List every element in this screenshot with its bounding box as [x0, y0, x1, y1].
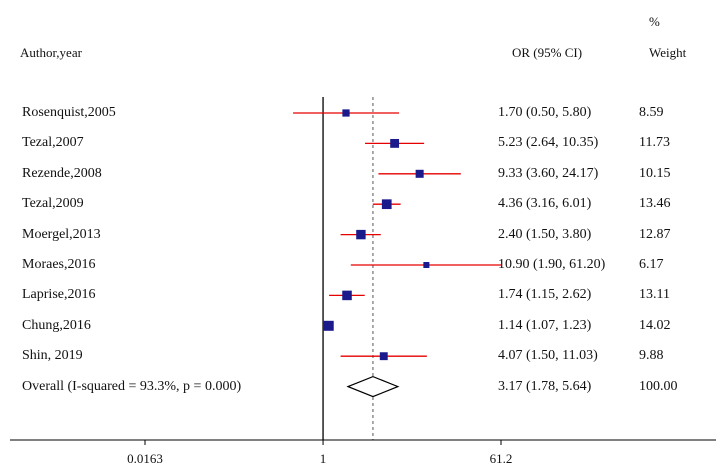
- study-or-ci: 1.70 (0.50, 5.80): [498, 105, 592, 120]
- study-weight: 9.88: [639, 348, 664, 364]
- study-weight: 13.11: [639, 287, 670, 303]
- effect-marker: [381, 199, 392, 210]
- study-label: Tezal,2007: [22, 135, 84, 151]
- x-tick-label: 61.2: [489, 451, 513, 466]
- effect-marker: [323, 320, 334, 331]
- study-or-ci: 10.90 (1.90, 61.20): [498, 257, 606, 272]
- study-or-ci: 5.23 (2.64, 10.35): [498, 135, 599, 151]
- study-label: Moergel,2013: [22, 226, 101, 242]
- study-weight: 12.87: [639, 226, 671, 242]
- study-or-ci: 2.40 (1.50, 3.80): [498, 226, 592, 242]
- overall-weight: 100.00: [639, 378, 678, 394]
- study-weight: 13.46: [639, 196, 671, 212]
- study-label: Moraes,2016: [22, 257, 96, 272]
- study-weight: 10.15: [639, 165, 671, 181]
- effect-marker: [390, 138, 400, 148]
- effect-marker: [415, 169, 424, 178]
- study-label: Shin, 2019: [22, 348, 83, 364]
- study-label: Rezende,2008: [22, 165, 102, 181]
- x-tick-label: 1: [319, 451, 327, 466]
- x-tick-label: 0.0163: [127, 451, 163, 466]
- study-or-ci: 9.33 (3.60, 24.17): [498, 165, 599, 181]
- weight-percent-header: %: [649, 14, 660, 29]
- study-label: Laprise,2016: [22, 287, 96, 303]
- effect-marker: [356, 229, 366, 240]
- study-or-ci: 1.14 (1.07, 1.23): [498, 317, 592, 333]
- study-weight: 8.59: [639, 105, 664, 120]
- overall-diamond: [346, 375, 400, 398]
- or-ci-header: OR (95% CI): [512, 45, 583, 60]
- study-or-ci: 4.07 (1.50, 11.03): [498, 348, 598, 364]
- effect-marker: [342, 109, 350, 117]
- study-or-ci: 1.74 (1.15, 2.62): [498, 287, 592, 303]
- study-weight: 14.02: [639, 317, 671, 333]
- author-year-header: Author,year: [20, 45, 82, 60]
- effect-marker: [423, 262, 430, 268]
- study-weight: 6.17: [639, 257, 664, 272]
- study-label: Chung,2016: [22, 317, 91, 333]
- study-or-ci: 4.36 (3.16, 6.01): [498, 196, 592, 212]
- effect-marker: [342, 290, 352, 301]
- study-weight: 11.73: [639, 135, 670, 151]
- effect-marker: [379, 352, 388, 361]
- overall-label: Overall (I-squared = 93.3%, p = 0.000): [22, 378, 242, 394]
- study-label: Tezal,2009: [22, 196, 84, 212]
- overall-or-ci: 3.17 (1.78, 5.64): [498, 378, 592, 394]
- weight-header: Weight: [649, 45, 687, 60]
- study-label: Rosenquist,2005: [22, 105, 116, 120]
